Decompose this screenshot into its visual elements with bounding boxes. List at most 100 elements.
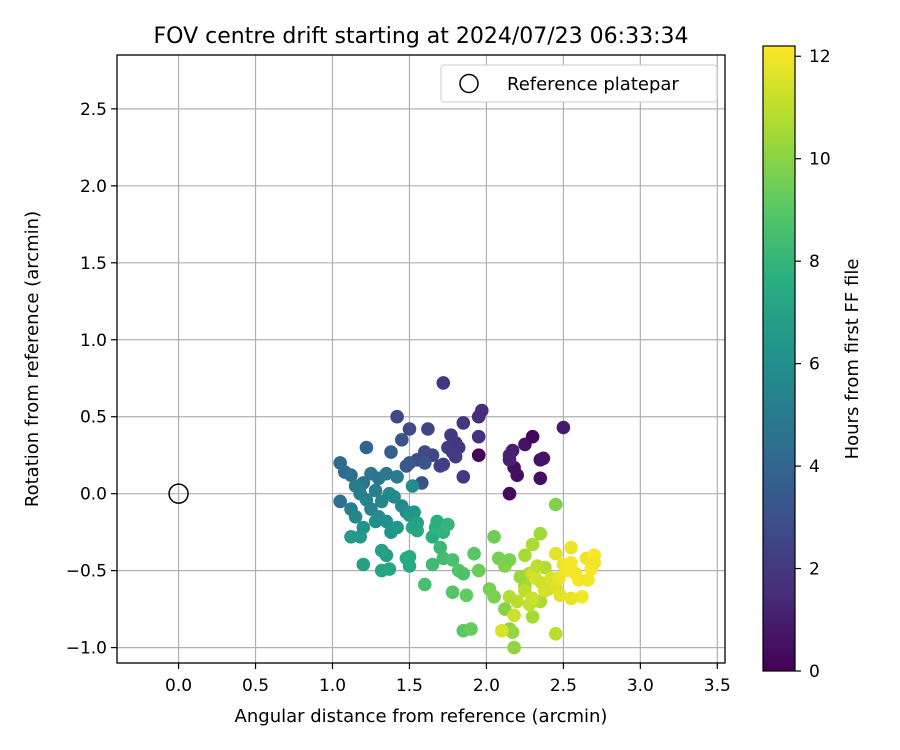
data-point-135: [564, 556, 578, 570]
data-point-47: [390, 470, 404, 484]
data-point-24: [436, 457, 451, 472]
data-point-136: [564, 540, 578, 555]
data-point-8: [533, 453, 548, 467]
x-tick-label-0: 0.0: [165, 676, 192, 696]
data-point-81: [410, 516, 425, 530]
data-point-94: [456, 566, 471, 581]
data-point-115: [533, 526, 548, 541]
data-point-92: [445, 553, 460, 567]
colorbar-tick-label-5: 10: [809, 150, 831, 170]
x-axis-label: Angular distance from reference (arcmin): [235, 706, 608, 727]
data-point-121: [548, 627, 563, 641]
data-point-144: [587, 556, 601, 570]
data-point-12: [502, 448, 517, 463]
data-point-6: [533, 471, 548, 486]
data-point-88: [433, 540, 448, 555]
data-point-132: [548, 546, 563, 561]
data-point-26: [445, 445, 460, 459]
data-point-71: [368, 514, 383, 529]
colorbar: [762, 45, 796, 672]
y-tick-label-5: 1.5: [80, 254, 107, 274]
data-point-68: [407, 505, 421, 519]
data-point-56: [405, 479, 420, 493]
y-tick-label-7: 2.5: [80, 100, 107, 120]
data-point-110: [505, 625, 520, 639]
data-point-13: [436, 376, 451, 390]
data-point-54: [387, 490, 401, 504]
data-point-15: [471, 409, 486, 424]
y-tick-label-0: −1.0: [66, 639, 107, 659]
data-point-120: [548, 497, 563, 512]
data-point-29: [390, 409, 404, 424]
data-point-60: [348, 510, 363, 524]
data-point-5: [525, 429, 540, 444]
grid: [117, 55, 725, 663]
x-tick-label-6: 3.0: [627, 676, 654, 696]
data-point-145: [564, 591, 578, 606]
y-tick-label-6: 2.0: [80, 177, 107, 197]
reference-marker-group: [168, 483, 189, 504]
plot-frame: [116, 54, 726, 664]
data-point-42: [344, 468, 358, 483]
data-point-151: [538, 583, 552, 598]
data-points: [333, 376, 601, 655]
data-point-1: [502, 486, 517, 501]
colorbar-ticks: 0 2 4 6 8 10 12: [795, 47, 831, 682]
legend-box: [440, 64, 718, 103]
y-tick-label-3: 0.5: [80, 408, 107, 428]
reference-platepar-marker: [168, 483, 189, 504]
data-point-109: [507, 640, 521, 655]
data-point-28: [402, 422, 417, 436]
data-point-85: [430, 514, 445, 529]
data-point-152: [553, 588, 568, 603]
data-point-48: [368, 483, 383, 498]
data-point-87: [441, 517, 455, 532]
y-tick-label-1: −0.5: [66, 562, 107, 582]
data-point-114: [525, 537, 540, 552]
data-point-82: [402, 550, 417, 564]
data-point-101: [487, 530, 501, 544]
data-point-36: [399, 459, 414, 473]
data-point-150: [530, 559, 544, 573]
data-point-91: [418, 577, 432, 592]
y-tick-label-4: 1.0: [80, 331, 107, 351]
data-point-97: [464, 622, 478, 636]
data-point-99: [467, 546, 481, 561]
legend-label: Reference platepar: [507, 74, 679, 95]
x-tick-label-5: 2.5: [550, 676, 577, 696]
data-point-66: [390, 520, 404, 535]
data-point-39: [359, 440, 374, 455]
data-point-149: [518, 548, 532, 563]
x-tick-label-4: 2.0: [473, 676, 500, 696]
data-point-106: [487, 590, 501, 604]
data-point-119: [525, 610, 540, 624]
y-tick-label-2: 0.0: [80, 485, 107, 505]
data-point-63: [379, 514, 394, 529]
legend: Reference platepar: [440, 64, 718, 103]
chart-title: FOV centre drift starting at 2024/07/23 …: [154, 24, 689, 49]
data-point-58: [333, 494, 348, 509]
legend-marker-open-circle: [459, 73, 479, 94]
data-point-16: [471, 429, 486, 444]
data-point-22: [456, 470, 471, 484]
data-point-70: [353, 530, 368, 544]
data-point-74: [356, 557, 371, 572]
data-point-27: [421, 422, 435, 436]
data-point-73: [374, 543, 389, 558]
data-point-141: [581, 573, 595, 587]
x-tick-label-7: 3.5: [704, 676, 731, 696]
data-point-125: [525, 591, 540, 606]
data-point-98: [459, 588, 474, 603]
data-point-90: [425, 557, 440, 572]
data-point-38: [384, 445, 398, 459]
y-axis-label: Rotation from reference (arcmin): [22, 211, 43, 507]
x-axis-ticks: 0.0 0.5 1.0 1.5 2.0 2.5 3.0 3.5: [165, 663, 731, 696]
colorbar-tick-label-0: 0: [809, 662, 820, 682]
data-point-148: [502, 590, 517, 604]
colorbar-tick-label-6: 12: [809, 47, 831, 67]
data-point-3: [510, 468, 524, 483]
data-point-17: [456, 416, 471, 430]
y-axis-ticks: −1.0 −0.5 0.0 0.5 1.0 1.5 2.0 2.5: [66, 100, 117, 659]
